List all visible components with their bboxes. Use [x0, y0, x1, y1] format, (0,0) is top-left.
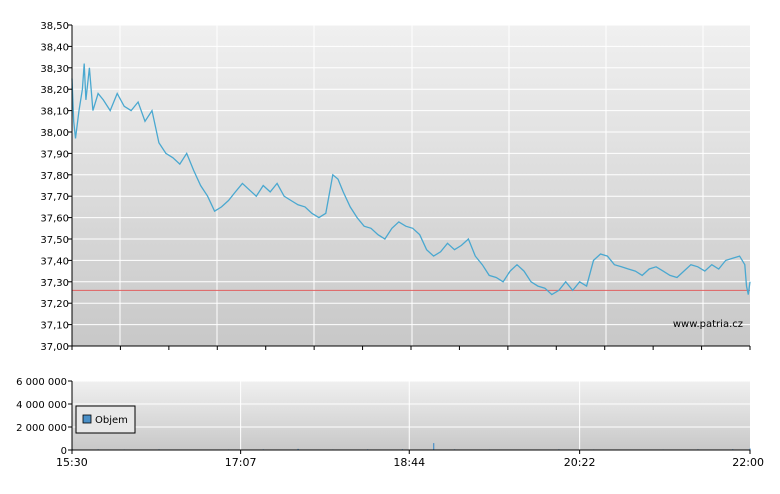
price-y-tick-label: 37,20 [40, 299, 69, 310]
price-y-tick-label: 37,90 [40, 149, 69, 160]
price-y-tick-label: 37,10 [40, 321, 69, 332]
volume-x-tick-label: 17:07 [225, 456, 257, 469]
price-y-ticks: 38,50 38,40 38,30 38,20 38,10 38,00 37,90 37,80… [40, 21, 72, 353]
price-y-tick-label: 37,60 [40, 214, 69, 225]
volume-y-tick-label: 2 000 000 [16, 423, 67, 434]
price-y-tick-label: 37,00 [40, 342, 69, 353]
volume-bar [297, 448, 299, 450]
price-y-tick-label: 37,30 [40, 278, 69, 289]
price-y-tick-label: 38,50 [40, 21, 69, 32]
volume-bar [749, 448, 751, 450]
legend-entry-objem: Objem [95, 415, 128, 426]
price-y-tick-label: 38,20 [40, 85, 69, 96]
volume-x-tick-label: 20:22 [564, 456, 596, 469]
price-y-tick-label: 38,30 [40, 64, 69, 75]
volume-y-tick-label: 4 000 000 [16, 400, 67, 411]
volume-bar [433, 443, 435, 450]
volume-y-tick-label: 6 000 000 [16, 377, 67, 388]
volume-legend: Objem [75, 405, 136, 434]
price-y-tick-label: 37,70 [40, 192, 69, 203]
volume-y-ticks: 6 000 000 4 000 000 2 000 000 0 [16, 377, 72, 457]
volume-plot-background [72, 381, 750, 450]
price-y-tick-label: 37,50 [40, 235, 69, 246]
price-y-tick-label: 38,00 [40, 128, 69, 139]
price-x-ticks [71, 346, 751, 350]
price-plot-background [72, 25, 750, 346]
price-panel: 38,50 38,40 38,30 38,20 38,10 38,00 37,90 37,80… [40, 21, 751, 353]
price-y-tick-label: 37,40 [40, 256, 69, 267]
legend-swatch [82, 414, 92, 424]
volume-x-tick-label: 18:44 [393, 456, 425, 469]
price-y-tick-label: 37,80 [40, 171, 69, 182]
volume-x-tick-label: 15:30 [56, 456, 88, 469]
price-y-tick-label: 38,40 [40, 42, 69, 53]
watermark: www.patria.cz [673, 319, 743, 330]
volume-y-tick-label: 0 [61, 446, 67, 457]
price-y-tick-label: 38,10 [40, 107, 69, 118]
volume-x-ticks: 15:30 17:07 18:44 20:22 22:00 [56, 450, 764, 469]
price-series-line [71, 63, 751, 296]
volume-x-tick-label: 22:00 [732, 456, 764, 469]
